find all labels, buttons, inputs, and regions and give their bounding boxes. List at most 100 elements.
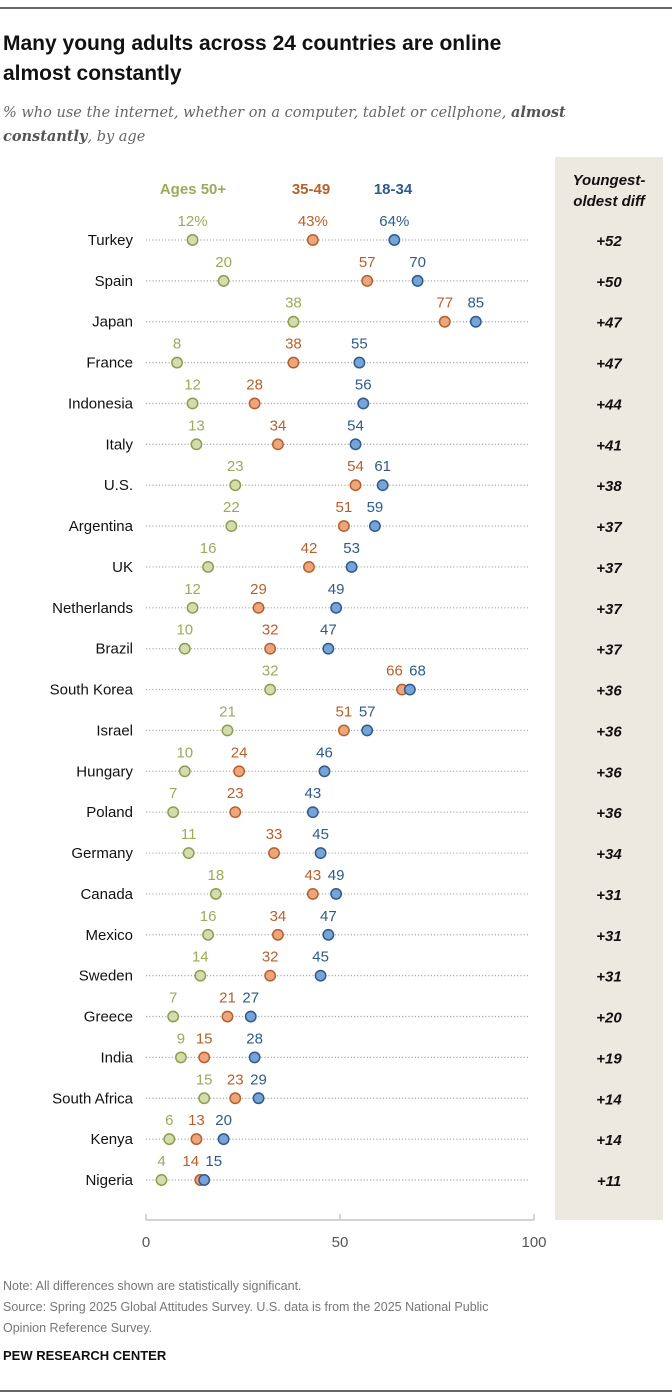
rows: Turkey 12% 43% 64% +52 Spain 20 57 70 +50 Japan 38 7… xyxy=(50,213,623,1190)
dot-ages-50- xyxy=(202,928,215,941)
row-nigeria: Nigeria 4 14 15 +11 xyxy=(85,1153,621,1190)
value-label: 32 xyxy=(262,949,279,966)
value-label: 38 xyxy=(285,336,302,353)
value-label: 21 xyxy=(219,990,236,1007)
dot-35-49 xyxy=(264,642,277,655)
dot-35-49 xyxy=(221,1010,234,1023)
dot-18-34 xyxy=(330,601,343,614)
dot-ages-50- xyxy=(186,397,199,410)
row-spain: Spain 20 57 70 +50 xyxy=(95,254,623,291)
row-kenya: Kenya 6 13 20 +14 xyxy=(90,1112,622,1149)
diff-value: +37 xyxy=(596,560,622,577)
country-label: Japan xyxy=(92,314,133,331)
dot-35-49 xyxy=(337,724,350,737)
country-label: Italy xyxy=(105,436,133,453)
value-label: 54 xyxy=(347,458,364,475)
value-label: 59 xyxy=(367,499,384,516)
country-label: Hungary xyxy=(76,763,133,780)
value-label: 43 xyxy=(304,867,321,884)
chart-title-line-1: Many young adults across 24 countries ar… xyxy=(3,32,501,55)
value-label: 42 xyxy=(301,540,318,557)
country-label: U.S. xyxy=(104,477,133,494)
value-label: 43 xyxy=(304,785,321,802)
value-label: 6 xyxy=(165,1112,173,1129)
dot-35-49 xyxy=(233,765,246,778)
dot-ages-50- xyxy=(225,520,238,533)
value-label: 45 xyxy=(312,949,329,966)
dot-18-34 xyxy=(376,479,389,492)
row-india: India 9 15 28 +19 xyxy=(100,1030,622,1067)
value-label: 51 xyxy=(336,703,353,720)
country-label: Kenya xyxy=(90,1131,133,1148)
value-label: 12 xyxy=(184,581,201,598)
dot-35-49 xyxy=(287,356,300,369)
dot-18-34 xyxy=(368,520,381,533)
value-label: 18 xyxy=(207,867,224,884)
value-label: 15 xyxy=(196,1071,213,1088)
dot-ages-50- xyxy=(287,315,300,328)
value-label: 16 xyxy=(200,908,217,925)
chart-title-line-2: almost constantly xyxy=(3,62,182,85)
row-mexico: Mexico 16 34 47 +31 xyxy=(85,908,621,945)
row-germany: Germany 11 33 45 +34 xyxy=(71,826,622,863)
diff-value: +41 xyxy=(596,437,621,454)
value-label: 85 xyxy=(467,295,484,312)
diff-header-line-1: Youngest- xyxy=(573,172,646,189)
diff-panel xyxy=(555,157,663,1220)
value-label: 66 xyxy=(386,663,403,680)
value-label: 13 xyxy=(188,1112,205,1129)
diff-value: +38 xyxy=(596,478,622,495)
value-label: 13 xyxy=(188,417,205,434)
dot-ages-50- xyxy=(178,765,191,778)
value-label: 68 xyxy=(409,663,426,680)
dot-35-49 xyxy=(252,601,265,614)
value-label: 12% xyxy=(178,213,208,230)
value-label: 45 xyxy=(312,826,329,843)
dot-18-34 xyxy=(322,928,335,941)
value-label: 7 xyxy=(169,990,177,1007)
value-label: 8 xyxy=(173,336,181,353)
value-label: 23 xyxy=(227,785,244,802)
row-israel: Israel 21 51 57 +36 xyxy=(96,703,622,740)
dot-ages-50- xyxy=(198,1092,211,1105)
value-label: 32 xyxy=(262,622,279,639)
country-label: UK xyxy=(112,559,133,576)
value-label: 46 xyxy=(316,744,333,761)
country-label: Poland xyxy=(86,804,133,821)
source-line-1: Source: Spring 2025 Global Attitudes Sur… xyxy=(3,1300,488,1314)
country-label: Sweden xyxy=(79,968,133,985)
dot-ages-50- xyxy=(167,806,180,819)
dot-ages-50- xyxy=(217,274,230,287)
value-label: 16 xyxy=(200,540,217,557)
dot-ages-50- xyxy=(190,438,203,451)
dot-18-34 xyxy=(252,1092,265,1105)
dot-ages-50- xyxy=(186,601,199,614)
value-label: 10 xyxy=(176,744,193,761)
dot-ages-50- xyxy=(202,561,215,573)
diff-value: +44 xyxy=(596,396,622,413)
diff-value: +47 xyxy=(596,315,622,332)
dot-18-34 xyxy=(306,806,319,819)
tick-label: 100 xyxy=(521,1234,546,1251)
value-label: 51 xyxy=(336,499,353,516)
row-sweden: Sweden 14 32 45 +31 xyxy=(79,949,622,986)
value-label: 47 xyxy=(320,908,337,925)
value-label: 14 xyxy=(192,949,209,966)
value-label: 38 xyxy=(285,295,302,312)
diff-value: +19 xyxy=(596,1050,622,1067)
dot-35-49 xyxy=(306,234,319,246)
row-u-s-: U.S. 23 54 61 +38 xyxy=(104,458,623,495)
dot-35-49 xyxy=(303,561,315,573)
row-south-korea: South Korea 32 66 68 +36 xyxy=(50,663,623,700)
country-label: South Africa xyxy=(52,1090,134,1107)
dot-18-34 xyxy=(314,847,327,859)
value-label: 32 xyxy=(262,663,279,680)
row-south-africa: South Africa 15 23 29 +14 xyxy=(52,1071,622,1108)
subtitle-line-1: % who use the internet, whether on a com… xyxy=(3,104,566,121)
value-label: 29 xyxy=(250,1071,267,1088)
value-label: 20 xyxy=(215,254,232,271)
diff-value: +36 xyxy=(596,723,622,740)
value-label: 57 xyxy=(359,703,376,720)
dot-35-49 xyxy=(306,887,319,900)
value-label: 34 xyxy=(270,417,287,434)
